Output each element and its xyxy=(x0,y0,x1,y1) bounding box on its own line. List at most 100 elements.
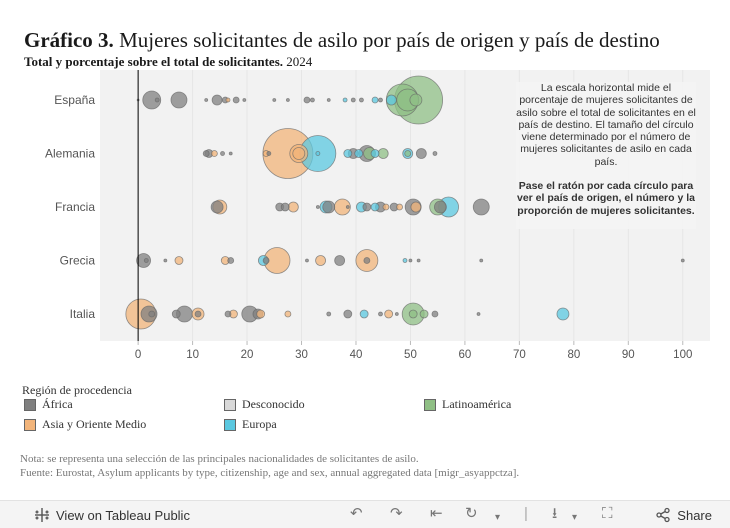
bubble[interactable] xyxy=(143,258,149,263)
bubble[interactable] xyxy=(345,205,350,209)
bubble[interactable] xyxy=(280,202,290,212)
bubble[interactable] xyxy=(382,203,390,211)
bubble[interactable] xyxy=(680,258,685,263)
bubble[interactable] xyxy=(378,97,383,103)
bubble[interactable] xyxy=(343,149,353,158)
bubble[interactable] xyxy=(402,258,408,263)
bubble[interactable] xyxy=(404,150,412,157)
legend-item-europa[interactable]: Europa xyxy=(224,417,277,432)
bubble[interactable] xyxy=(228,151,233,156)
bubble[interactable] xyxy=(416,258,421,263)
bubble[interactable] xyxy=(408,258,413,263)
bubble[interactable] xyxy=(315,151,321,156)
bubble[interactable] xyxy=(148,310,156,318)
bubble[interactable] xyxy=(370,202,380,212)
bubble[interactable] xyxy=(211,94,223,106)
bubble[interactable] xyxy=(343,309,353,319)
legend-title: Región de procedencia xyxy=(22,383,132,397)
bubble[interactable] xyxy=(432,151,438,156)
bubble[interactable] xyxy=(419,309,429,319)
chart-title: Gráfico 3. Mujeres solicitantes de asilo… xyxy=(24,28,660,53)
undo-icon[interactable]: ↶ xyxy=(350,505,363,522)
download-chevron-icon[interactable]: ▾ xyxy=(572,512,578,523)
bubble[interactable] xyxy=(322,200,336,214)
bubble[interactable] xyxy=(154,97,160,103)
redo-icon[interactable]: ↷ xyxy=(390,505,403,522)
bubble[interactable] xyxy=(287,201,299,213)
bubble[interactable] xyxy=(227,257,235,264)
bubble[interactable] xyxy=(394,312,399,316)
bubble[interactable] xyxy=(232,96,240,104)
bubble[interactable] xyxy=(305,258,309,263)
bubble[interactable] xyxy=(210,200,224,214)
bubble[interactable] xyxy=(350,97,356,103)
bubble[interactable] xyxy=(174,256,184,265)
fullscreen-icon[interactable]: ⛶ xyxy=(602,505,613,522)
revert-icon[interactable]: ⇤ xyxy=(430,505,443,522)
bubble[interactable] xyxy=(284,310,292,318)
bubble[interactable] xyxy=(363,257,371,264)
bubble[interactable] xyxy=(303,96,311,104)
bubble[interactable] xyxy=(242,98,247,102)
pause-icon[interactable]: ↻ xyxy=(465,505,478,522)
bubble[interactable] xyxy=(378,311,383,317)
bubble[interactable] xyxy=(396,203,403,211)
download-icon[interactable]: ⭳ xyxy=(552,505,558,522)
bubble[interactable] xyxy=(342,97,348,103)
x-tick-label: 40 xyxy=(350,349,363,361)
bubble[interactable] xyxy=(408,309,418,319)
share-button[interactable]: Share xyxy=(655,507,712,523)
bubble[interactable] xyxy=(204,98,209,102)
bubble[interactable] xyxy=(556,307,570,321)
bubble[interactable] xyxy=(194,310,202,318)
legend-item-africa[interactable]: África xyxy=(24,397,73,412)
bubble[interactable] xyxy=(476,312,481,316)
bubble[interactable] xyxy=(286,98,290,102)
bubble[interactable] xyxy=(310,97,315,103)
bubble[interactable] xyxy=(334,255,346,266)
bubble[interactable] xyxy=(472,198,490,216)
bubble[interactable] xyxy=(434,200,447,214)
bubble[interactable] xyxy=(377,148,389,159)
bubble[interactable] xyxy=(256,309,266,319)
bubble[interactable] xyxy=(431,310,439,318)
bubble[interactable] xyxy=(359,97,364,103)
more-chevron-icon[interactable]: ▾ xyxy=(495,512,501,523)
bubble[interactable] xyxy=(142,90,162,110)
bubble[interactable] xyxy=(171,309,181,319)
bubble[interactable] xyxy=(210,150,218,157)
bubble[interactable] xyxy=(362,202,372,212)
legend-item-latinoamerica[interactable]: Latinoamérica xyxy=(424,397,511,412)
bubble[interactable] xyxy=(315,205,320,209)
bubble[interactable] xyxy=(415,148,427,159)
bubble[interactable] xyxy=(202,150,210,157)
legend-item-asia[interactable]: Asia y Oriente Medio xyxy=(24,417,146,432)
bubble[interactable] xyxy=(315,255,326,266)
bubble[interactable] xyxy=(163,258,168,263)
bubble[interactable] xyxy=(292,147,306,160)
row-label: España xyxy=(54,93,95,107)
bubble[interactable] xyxy=(136,253,151,268)
bubble[interactable] xyxy=(385,94,397,106)
bubble[interactable] xyxy=(272,98,277,102)
bubble[interactable] xyxy=(409,93,423,107)
bubble[interactable] xyxy=(326,98,331,102)
legend-item-desconocido[interactable]: Desconocido xyxy=(224,397,305,412)
bubble[interactable] xyxy=(224,310,232,318)
footnotes: Nota: se representa una selección de las… xyxy=(20,453,519,480)
bubble[interactable] xyxy=(370,149,380,158)
bubble[interactable] xyxy=(359,309,369,319)
bubble[interactable] xyxy=(354,149,364,158)
bubble[interactable] xyxy=(262,257,270,264)
bubble[interactable] xyxy=(220,151,225,156)
bubble[interactable] xyxy=(326,311,332,317)
bubble[interactable] xyxy=(225,97,231,103)
bubble[interactable] xyxy=(170,91,188,109)
bubble[interactable] xyxy=(371,96,379,104)
view-on-tableau-link[interactable]: View on Tableau Public xyxy=(34,507,190,523)
bubble[interactable] xyxy=(479,258,484,263)
legend-swatch-latinoamerica xyxy=(424,398,436,411)
bubble[interactable] xyxy=(384,309,394,319)
bubble[interactable] xyxy=(266,151,272,156)
bubble[interactable] xyxy=(410,201,422,213)
